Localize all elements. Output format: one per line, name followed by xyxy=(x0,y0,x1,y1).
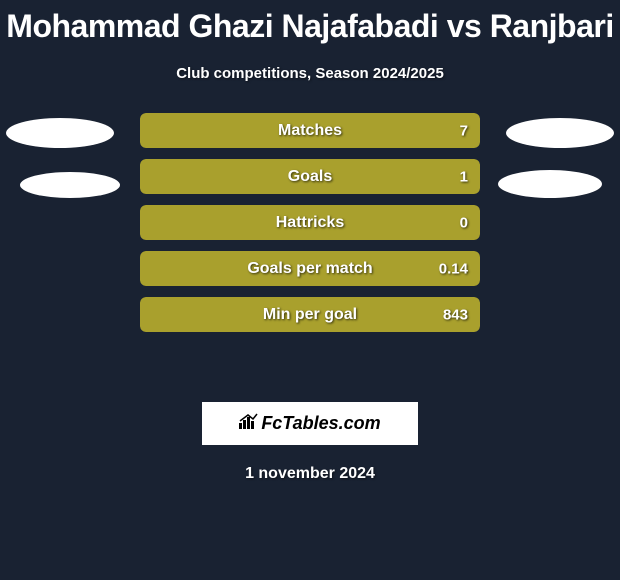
brand-box: FcTables.com xyxy=(202,402,418,445)
bar-row-matches: Matches 7 xyxy=(140,113,480,148)
player-right-avatar-2 xyxy=(498,170,602,198)
bar-label: Min per goal xyxy=(140,306,480,324)
bar-row-goals: Goals 1 xyxy=(140,159,480,194)
page-title: Mohammad Ghazi Najafabadi vs Ranjbari xyxy=(0,0,620,45)
bar-label: Goals xyxy=(140,168,480,186)
bars-container: Matches 7 Goals 1 Hattricks 0 Goals per … xyxy=(140,113,480,343)
bar-value: 7 xyxy=(460,122,468,139)
bar-value: 0 xyxy=(460,214,468,231)
chart-icon xyxy=(239,413,259,434)
subtitle: Club competitions, Season 2024/2025 xyxy=(0,65,620,82)
player-right-avatar-1 xyxy=(506,118,614,148)
bar-label: Matches xyxy=(140,122,480,140)
bar-row-min-per-goal: Min per goal 843 xyxy=(140,297,480,332)
player-left-avatar-2 xyxy=(20,172,120,198)
brand-label: FcTables.com xyxy=(261,413,380,434)
comparison-chart: Matches 7 Goals 1 Hattricks 0 Goals per … xyxy=(0,110,620,390)
bar-label: Hattricks xyxy=(140,214,480,232)
bar-label: Goals per match xyxy=(140,260,480,278)
footer-date: 1 november 2024 xyxy=(0,465,620,483)
bar-row-goals-per-match: Goals per match 0.14 xyxy=(140,251,480,286)
bar-value: 1 xyxy=(460,168,468,185)
bar-value: 843 xyxy=(443,306,468,323)
bar-value: 0.14 xyxy=(439,260,468,277)
brand-text: FcTables.com xyxy=(239,413,380,434)
bar-row-hattricks: Hattricks 0 xyxy=(140,205,480,240)
player-left-avatar-1 xyxy=(6,118,114,148)
